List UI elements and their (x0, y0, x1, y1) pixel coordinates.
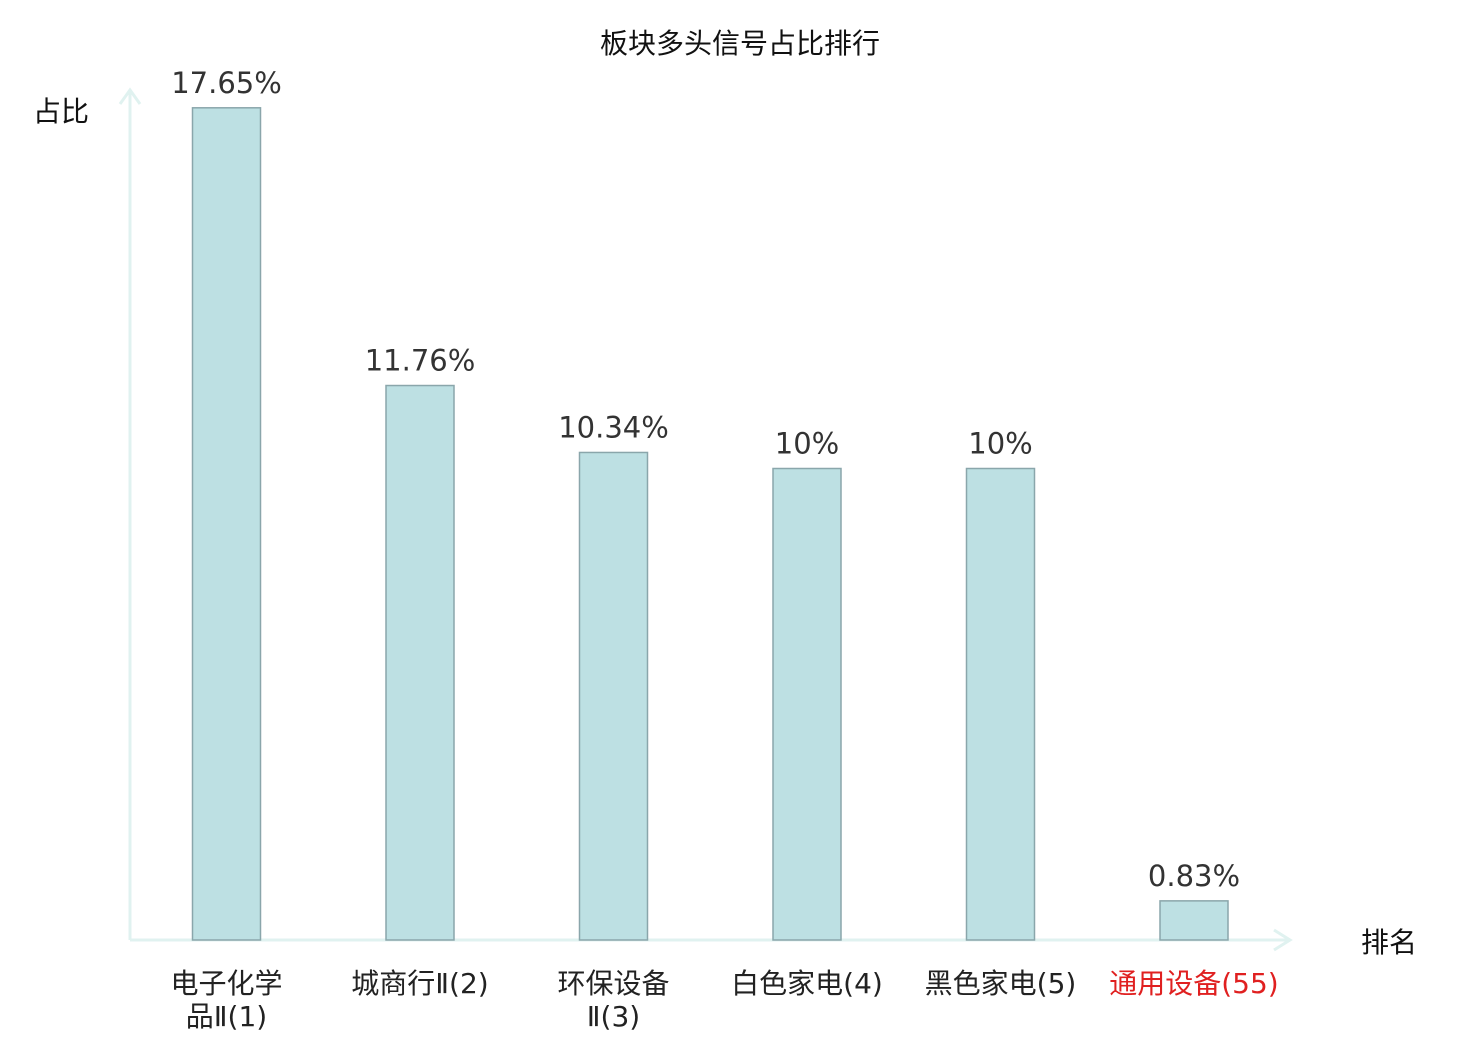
y-axis-label: 占比 (33, 95, 89, 128)
x-axis-label: 排名 (1361, 926, 1417, 959)
y-axis-arrow (118, 87, 142, 105)
category-label-1-line-2: 品Ⅱ(1) (186, 1000, 267, 1033)
category-label-3-line-1: 环保设备 (557, 967, 669, 1000)
category-label-3-line-2: Ⅱ(3) (587, 1000, 640, 1033)
bar-2 (385, 384, 455, 941)
bar-1 (191, 107, 262, 941)
value-label-6: 0.83% (1148, 859, 1240, 893)
x-axis-arrow (1273, 928, 1293, 952)
category-label-6: 通用设备(55) (1109, 967, 1278, 1000)
value-label-5: 10% (968, 427, 1032, 461)
category-label-4: 白色家电(4) (731, 967, 883, 1000)
bar-3 (578, 451, 649, 941)
category-label-5: 黑色家电(5) (925, 967, 1077, 1000)
value-label-1: 17.65% (171, 66, 282, 100)
chart-title: 板块多头信号占比排行 (600, 27, 880, 60)
bar-5 (965, 467, 1036, 941)
value-label-3: 10.34% (558, 410, 669, 444)
value-label-4: 10% (775, 427, 839, 461)
value-label-2: 11.76% (365, 344, 476, 378)
category-label-1-line-1: 电子化学 (170, 967, 282, 1000)
bar-4 (772, 467, 842, 941)
bar-6 (1159, 900, 1229, 941)
category-label-2: 城商行Ⅱ(2) (351, 967, 488, 1000)
